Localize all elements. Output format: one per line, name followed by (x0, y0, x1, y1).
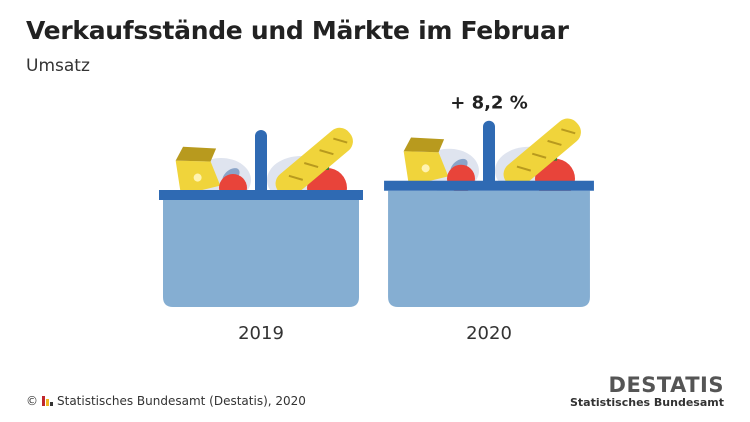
basket-handle (255, 130, 267, 198)
source-text: Statistisches Bundesamt (Destatis), 2020 (57, 394, 306, 408)
chart-title: Verkaufsstände und Märkte im Februar (26, 16, 569, 45)
destatis-mini-logo-icon (42, 396, 53, 406)
change-annotation: + 8,2 % (450, 93, 528, 114)
bread-icon (275, 127, 353, 198)
basket-2020 (384, 118, 594, 307)
basket-body (163, 200, 359, 307)
year-label-2019: 2019 (238, 323, 284, 344)
basket-2019 (159, 127, 363, 307)
cheese-icon (403, 137, 449, 186)
basket-body (388, 190, 590, 307)
basket-chart: 2019 2020 + 8,2 % (159, 93, 594, 344)
logo-wordmark: DESTATIS (608, 373, 724, 397)
chart-subtitle: Umsatz (26, 56, 90, 76)
logo-subtitle: Statistisches Bundesamt (569, 396, 724, 409)
year-label-2020: 2020 (466, 323, 512, 344)
cheese-icon (175, 146, 221, 196)
copyright-symbol: © (26, 394, 38, 408)
basket-rim (384, 180, 594, 191)
basket-handle (483, 120, 495, 189)
bread-icon (503, 118, 581, 188)
destatis-logo: DESTATIS Statistisches Bundesamt (570, 374, 724, 410)
basket-rim (159, 190, 363, 200)
source-footer: © Statistisches Bundesamt (Destatis), 20… (26, 394, 306, 408)
